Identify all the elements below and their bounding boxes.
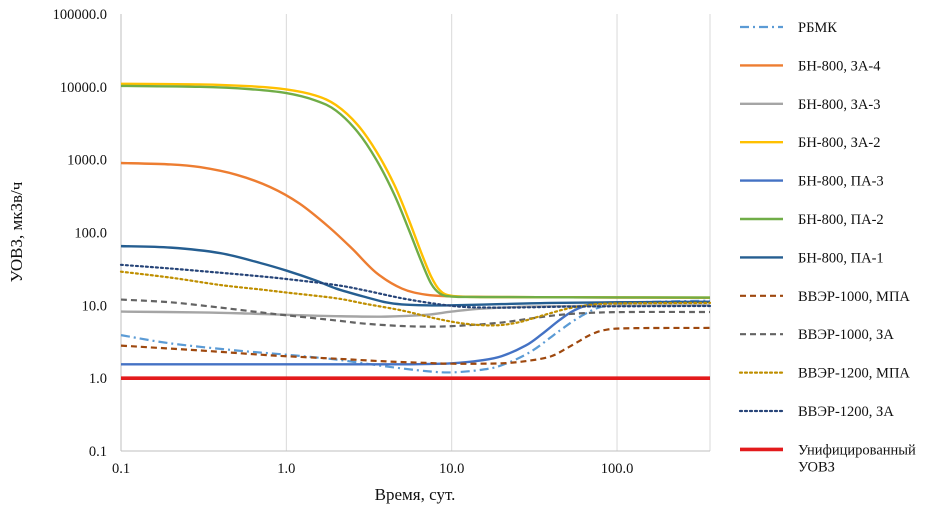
legend-label: БН-800, ЗА-4 — [798, 58, 881, 74]
series-lines — [119, 82, 712, 380]
x-tick-label: 0.1 — [112, 461, 130, 477]
series-line-7 — [120, 244, 711, 307]
y-tick-label: 0.1 — [89, 444, 107, 460]
y-tick-label: 10000.0 — [60, 80, 107, 96]
legend: РБМК БН-800, ЗА-4 БН-800, ЗА-3 БН-800, ЗА-2… — [738, 20, 916, 475]
legend-label: ВВЭР-1000, ЗА — [798, 327, 894, 343]
x-tick-labels: 0.1 1.0 10.0 100.0 — [112, 461, 633, 477]
x-tick-label: 100.0 — [601, 461, 634, 477]
legend-label: ВВЭР-1000, МПА — [798, 289, 910, 305]
legend-label: Унифицированный УОВЗ — [798, 442, 916, 475]
legend-label: БН-800, ПА-3 — [798, 174, 884, 190]
legend-label: БН-800, ЗА-2 — [798, 135, 880, 151]
y-tick-label: 100000.0 — [53, 7, 107, 23]
series-line-11 — [119, 263, 712, 309]
y-tick-label: 1.0 — [89, 371, 107, 387]
legend-label: ВВЭР-1200, ЗА — [798, 404, 894, 420]
series-line-6 — [120, 84, 711, 299]
series-line-8 — [120, 326, 711, 365]
legend-label: БН-800, ЗА-3 — [798, 97, 880, 113]
series-line-9 — [120, 298, 711, 328]
legend-label: РБМК — [798, 20, 837, 36]
x-tick-label: 10.0 — [439, 461, 464, 477]
legend-label: БН-800, ПА-2 — [798, 212, 884, 228]
x-axis-title: Время, сут. — [375, 485, 456, 504]
y-tick-labels: 0.1 1.0 10.0 100.0 1000.0 10000.0 100000.0 — [53, 7, 107, 460]
legend-label: ВВЭР-1200, МПА — [798, 366, 910, 382]
x-tick-label: 1.0 — [277, 461, 295, 477]
legend-label: БН-800, ПА-1 — [798, 250, 884, 266]
y-axis-title: УОВЗ, мкЗв/ч — [7, 181, 26, 282]
y-tick-label: 100.0 — [74, 226, 107, 242]
y-tick-label: 10.0 — [82, 298, 107, 314]
series-line-1 — [120, 299, 711, 374]
y-tick-label: 1000.0 — [67, 153, 107, 169]
